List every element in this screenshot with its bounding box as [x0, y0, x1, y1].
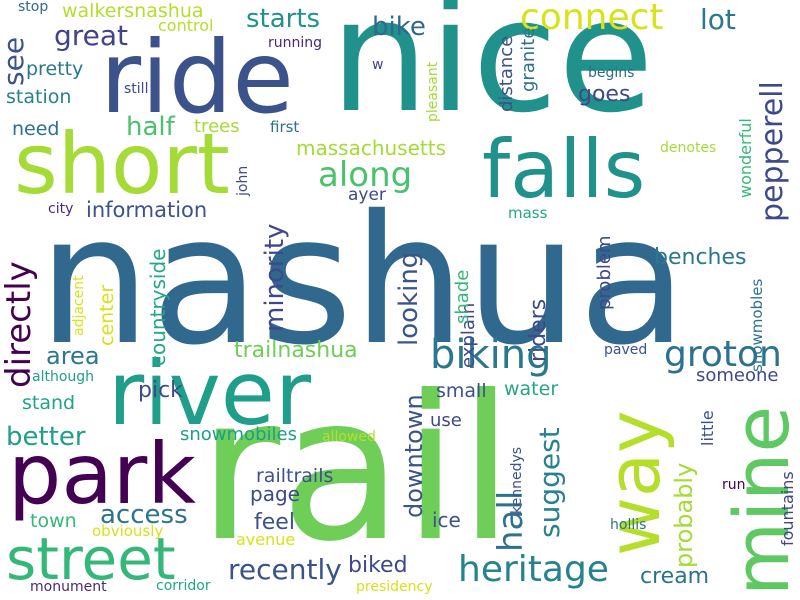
word-ride: ride: [100, 19, 294, 136]
word-minority: minority: [260, 223, 290, 332]
word-information: information: [86, 198, 208, 222]
word-paved: paved: [604, 342, 648, 358]
word-use: use: [430, 410, 462, 431]
word-need: need: [12, 118, 60, 140]
word-park: park: [8, 425, 196, 523]
word-ayer: ayer: [348, 185, 386, 205]
word-john: john: [235, 165, 251, 196]
word-water: water: [504, 378, 559, 400]
word-adjacent: adjacent: [71, 275, 87, 336]
word-looking: looking: [394, 251, 424, 346]
word-control: control: [158, 16, 214, 35]
word-river: river: [108, 342, 312, 445]
word-city: city: [48, 201, 74, 217]
word-feel: feel: [254, 510, 295, 535]
word-small: small: [436, 380, 487, 402]
word-rail: rail: [198, 353, 514, 586]
word-corridor: corridor: [156, 578, 211, 594]
word-access: access: [100, 500, 188, 530]
word-way: way: [592, 410, 676, 556]
word-kennedys: kennedys: [509, 446, 525, 514]
word-presidency: presidency: [356, 579, 433, 595]
word-massachusetts: massachusetts: [296, 136, 447, 160]
word-someone: someone: [696, 365, 779, 386]
word-run: run: [722, 477, 746, 493]
word-nashua: nashua: [38, 177, 688, 384]
word-better: better: [6, 422, 86, 452]
word-falls: falls: [482, 123, 646, 216]
word-directly: directly: [0, 261, 39, 388]
word-little: little: [698, 410, 717, 446]
word-along: along: [318, 155, 413, 195]
word-downtown: downtown: [400, 394, 428, 518]
word-benches: benches: [654, 245, 747, 270]
word-still: still: [124, 81, 149, 97]
word-cream: cream: [640, 564, 710, 589]
word-recently: recently: [228, 553, 342, 586]
word-town: town: [30, 510, 77, 532]
word-running: running: [268, 35, 323, 51]
word-starts: starts: [246, 4, 321, 34]
word-granite: granite: [518, 27, 539, 92]
word-walkersnashua: walkersnashua: [62, 0, 204, 22]
word-ice: ice: [432, 508, 461, 532]
word-begins: begins: [588, 65, 635, 81]
word-biking: biking: [430, 332, 552, 378]
word-lot: lot: [700, 3, 736, 36]
word-trees: trees: [194, 116, 240, 137]
word-distance: distance: [496, 35, 517, 112]
word-great: great: [54, 19, 129, 52]
word-biked: biked: [348, 553, 408, 578]
word-denotes: denotes: [660, 140, 717, 156]
word-bike: bike: [372, 12, 426, 42]
word-stop: stop: [18, 0, 49, 15]
word-nice: nice: [330, 0, 654, 147]
word-short: short: [14, 115, 230, 213]
word-railtrails: railtrails: [256, 465, 334, 487]
word-connect: connect: [520, 0, 664, 38]
word-snowmobiles: snowmobiles: [180, 424, 297, 445]
word-first: first: [270, 118, 300, 136]
word-monument: monument: [30, 579, 107, 595]
word-shade: shade: [452, 269, 473, 324]
word-probably: probably: [670, 462, 698, 568]
word-page: page: [250, 482, 300, 506]
word-pleasant: pleasant: [425, 61, 441, 122]
word-heritage: heritage: [458, 549, 609, 590]
word-groton: groton: [664, 334, 782, 375]
word-w: w: [372, 57, 384, 73]
word-pick: pick: [138, 378, 183, 403]
word-center: center: [96, 284, 118, 346]
word-fountains: fountains: [778, 471, 797, 546]
word-street: street: [6, 525, 176, 593]
word-riders: riders: [526, 298, 551, 362]
word-pepperell: pepperell: [755, 81, 790, 222]
word-station: station: [6, 86, 72, 108]
word-half: half: [126, 112, 175, 142]
word-area: area: [46, 342, 100, 370]
word-pretty: pretty: [26, 58, 84, 80]
word-snowmobles: snowmobles: [748, 278, 766, 372]
word-wonderful: wonderful: [736, 118, 755, 198]
word-suggest: suggest: [533, 427, 566, 538]
word-hollis: hollis: [610, 517, 647, 533]
word-mass: mass: [508, 204, 548, 222]
word-avenue: avenue: [236, 530, 296, 549]
word-problem: problem: [594, 235, 615, 310]
word-allowed: allowed: [322, 429, 376, 445]
word-stand: stand: [22, 392, 76, 414]
word-although: although: [32, 369, 95, 385]
word-obviously: obviously: [92, 522, 164, 540]
word-goes: goes: [578, 82, 631, 107]
word-trailnashua: trailnashua: [234, 338, 358, 363]
word-see: see: [0, 36, 30, 86]
word-countryside: countryside: [146, 248, 170, 366]
